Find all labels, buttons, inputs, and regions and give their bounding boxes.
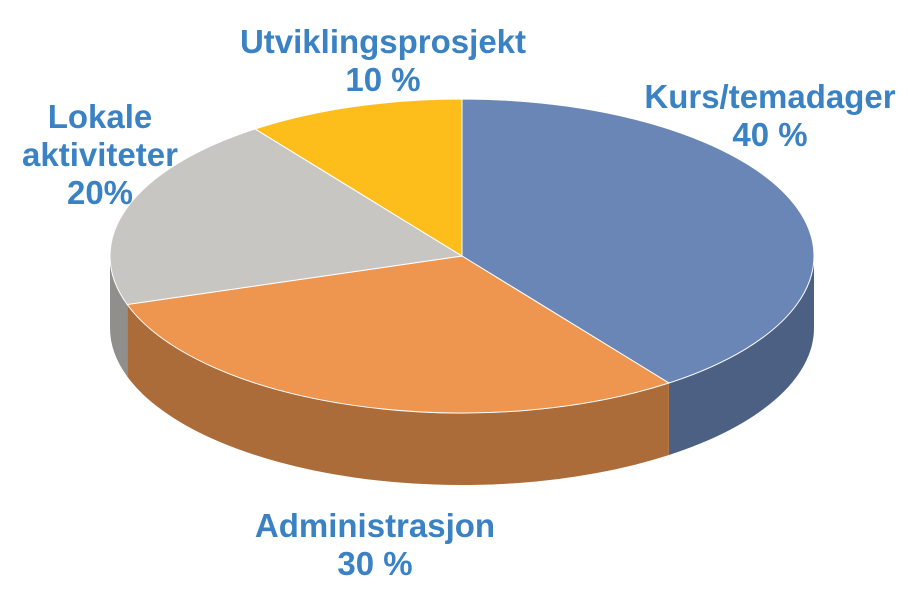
pie-side-1 [127,304,669,485]
pie-slice-1 [126,255,671,414]
pie-category-label: Lokale [48,98,153,135]
pie-value-label: 20% [67,174,133,211]
pie-side-0 [668,256,814,456]
pie-category-label: Kurs/temadager [644,78,895,115]
pie-side-2 [110,256,128,377]
pie-category-label: aktiviteter [22,136,178,173]
pie-slice-2 [109,128,464,306]
pie-tops [109,98,815,414]
pie-value-label: 10 % [345,61,420,98]
pie-slice-0 [461,98,815,384]
pie-category-label: Utviklingsprosjekt [240,23,526,60]
pie-slice-3 [253,98,463,257]
pie-sides [110,256,814,485]
pie-category-label: Administrasjon [255,507,495,544]
pie-value-label: 40 % [732,116,807,153]
pie-value-label: 30 % [337,545,412,582]
